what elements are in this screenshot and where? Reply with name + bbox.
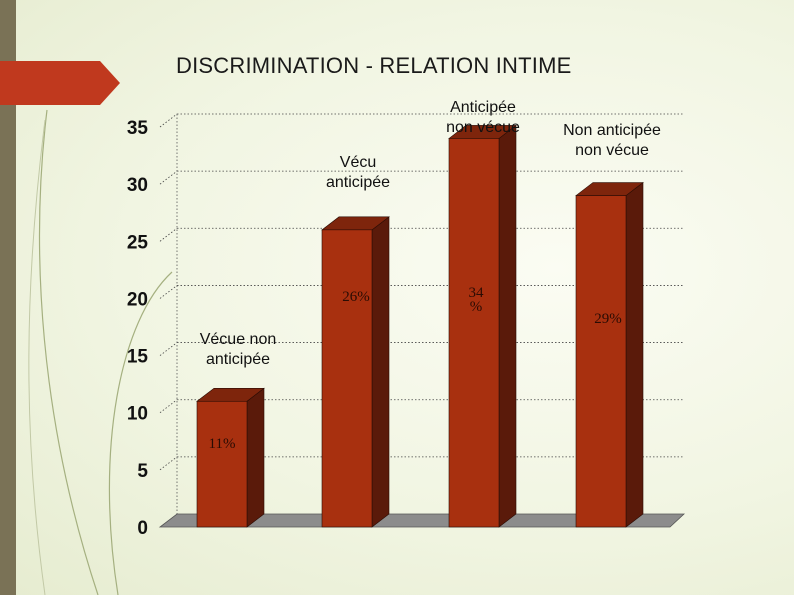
data-label: 26% bbox=[342, 289, 370, 305]
bar bbox=[575, 195, 627, 528]
bar-side bbox=[498, 124, 517, 528]
title-accent-tab bbox=[0, 61, 120, 105]
grid-diagonal bbox=[159, 456, 178, 471]
y-tick-label: 10 bbox=[127, 404, 148, 425]
bar bbox=[196, 400, 248, 528]
grid-diagonal bbox=[159, 399, 178, 414]
grid-diagonal bbox=[159, 227, 178, 242]
category-label: Vécue non bbox=[200, 331, 277, 348]
chart-floor bbox=[158, 513, 686, 528]
page-title: DISCRIMINATION - RELATION INTIME bbox=[176, 53, 572, 78]
category-label: anticipée bbox=[206, 351, 270, 368]
bar bbox=[321, 229, 373, 528]
y-tick-label: 15 bbox=[127, 347, 149, 368]
decor-curve bbox=[108, 271, 173, 595]
data-label: 34 bbox=[469, 285, 485, 301]
category-label: non vécue bbox=[446, 119, 520, 136]
y-tick-label: 35 bbox=[127, 118, 149, 139]
y-tick-label: 5 bbox=[137, 461, 148, 482]
y-tick-label: 25 bbox=[127, 232, 149, 253]
category-label: Vécu bbox=[340, 154, 376, 171]
y-tick-label: 0 bbox=[137, 518, 148, 539]
y-tick-label: 20 bbox=[127, 289, 148, 310]
data-label: 11% bbox=[209, 436, 236, 452]
grid-diagonal bbox=[159, 170, 178, 185]
category-label: non vécue bbox=[575, 142, 649, 159]
grid-diagonal bbox=[159, 342, 178, 356]
bar bbox=[448, 138, 500, 528]
data-label: 29% bbox=[594, 311, 622, 327]
decor-curve bbox=[28, 119, 46, 595]
category-label: Non anticipée bbox=[563, 122, 661, 139]
grid-diagonal bbox=[159, 113, 178, 128]
data-label: % bbox=[470, 299, 483, 315]
left-accent-band bbox=[0, 0, 16, 595]
bar-side bbox=[246, 387, 265, 528]
bar-side bbox=[625, 181, 644, 528]
y-tick-label: 30 bbox=[127, 175, 148, 196]
bar-side bbox=[371, 216, 390, 528]
category-label: anticipée bbox=[326, 174, 390, 191]
category-label: Anticipée bbox=[450, 99, 516, 116]
grid-diagonal bbox=[159, 285, 178, 299]
decor-curve bbox=[38, 109, 99, 595]
